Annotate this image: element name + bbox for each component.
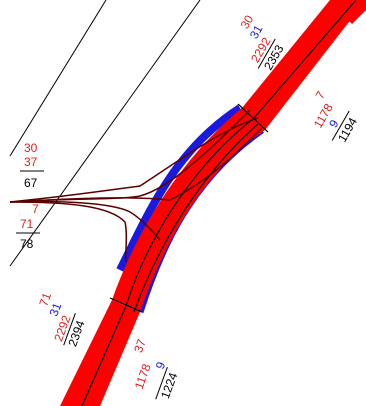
ramp-curve-5 [9,117,259,203]
label-group-bottom-mid: 37 1178 9 1224 [131,337,180,401]
label-left-upper-red2: 37 [24,155,38,169]
label-top-right-blue: 31 [247,22,266,41]
label-left-lower-red2: 71 [20,217,34,231]
red-flow-curve [112,108,265,312]
center-line-upper [253,0,357,119]
label-bottom-mid-divider [155,367,168,400]
ramp-end-marker [109,297,143,313]
label-top-right-red: 30 [238,12,257,31]
center-line-curve-b [133,123,259,313]
label-mid-right-total: 1194 [335,115,360,145]
label-group-left-lower: 7 71 78 [16,202,40,251]
label-group-bottom-left: 71 31 2292 2394 [36,290,87,348]
label-top-right-divider [257,38,276,69]
ramp-curve-4 [9,127,263,203]
label-left-lower-red: 7 [32,202,39,216]
ramp-curve-3 [9,201,128,263]
background-links [9,0,201,267]
center-line-curve-a [125,117,255,307]
red-flow-top-strip [330,0,366,24]
red-flow-upper [242,0,366,130]
link-top-left [9,0,107,157]
label-bottom-mid-blue: 9 [153,360,169,371]
label-group-mid-right: 7 1178 9 1194 [311,88,360,145]
label-group-left-upper: 30 37 67 [20,141,44,190]
main-center-lines [81,0,357,406]
label-mid-right-divider [331,110,350,141]
red-flow-lower [60,300,140,406]
label-bottom-left-blue: 31 [47,301,65,319]
label-bottom-left-red: 71 [36,290,54,308]
label-bottom-left-divider [63,313,76,346]
label-left-upper-red: 30 [24,141,38,155]
center-line-lower [81,305,127,406]
label-bottom-mid-red: 37 [131,337,149,355]
ramp-curve-2 [9,200,161,241]
label-left-upper-total: 67 [24,176,38,190]
main-flow-band [60,0,366,406]
label-left-lower-total: 78 [20,237,34,251]
ramp-start-marker [237,103,269,133]
label-bottom-mid-total: 1224 [158,370,180,400]
label-bottom-mid-red2: 1178 [132,362,154,391]
ramp-curves [9,109,263,263]
label-mid-right-red: 7 [313,88,329,101]
link-top-mid [9,0,201,267]
